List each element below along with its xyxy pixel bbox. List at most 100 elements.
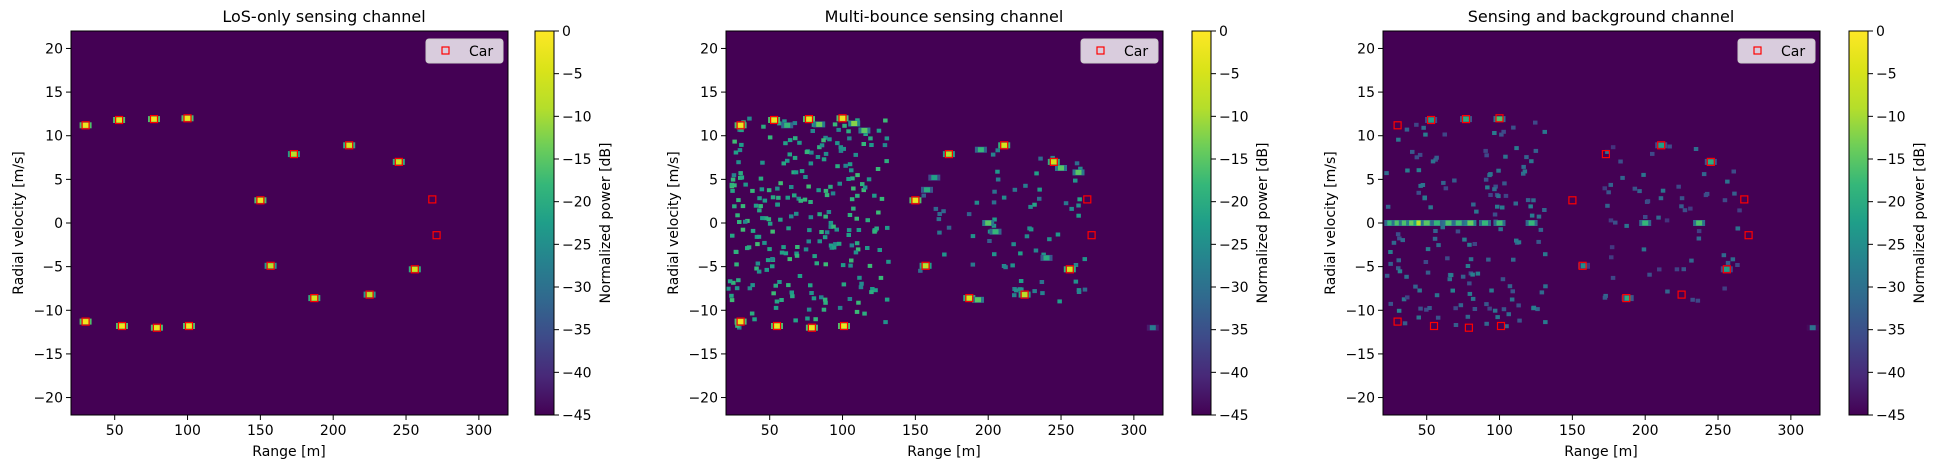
clutter-cell <box>1441 180 1446 185</box>
clutter-cell <box>765 258 771 263</box>
clutter-cell <box>1024 234 1030 239</box>
clutter-cell <box>733 249 739 254</box>
y-tick-label: −5 <box>1354 260 1375 276</box>
clutter-cell <box>808 215 814 220</box>
peak-cell <box>737 319 744 325</box>
clutter-cell <box>873 288 878 293</box>
clutter-cell <box>760 216 765 221</box>
x-tick-label: 250 <box>1705 423 1732 439</box>
colorbar-tick-label: −45 <box>1876 408 1906 424</box>
colorbar-tick-label: 0 <box>1219 24 1228 40</box>
legend: Car <box>425 38 504 64</box>
peak-cell <box>257 197 264 203</box>
car-marker <box>1495 114 1504 123</box>
clutter-cell <box>937 212 942 216</box>
car-marker <box>838 114 847 123</box>
car-marker <box>1622 294 1631 303</box>
clutter-cell <box>1682 208 1688 213</box>
peak-cell <box>1058 165 1064 171</box>
clutter-cell <box>1453 306 1458 311</box>
colorbar-tick-label: −25 <box>562 237 592 253</box>
clutter-cell <box>738 171 743 176</box>
clutter-cell <box>823 135 828 140</box>
clutter-cell <box>886 259 891 264</box>
colorbar-ticks: 0 −5 −10 −15 −20 −25 −30 −35 −40 −45 <box>1868 24 1906 424</box>
y-tick-label: 0 <box>709 216 718 232</box>
legend-car-marker <box>1753 46 1762 55</box>
clutter-cell <box>847 213 853 217</box>
car-marker <box>183 114 192 123</box>
peak-cell <box>1581 263 1587 269</box>
car-marker <box>432 231 441 240</box>
y-tick-label: 5 <box>54 172 63 188</box>
clutter-cell <box>1011 242 1016 247</box>
car-marker <box>1393 121 1402 130</box>
clutter-cell <box>779 250 785 255</box>
clutter-cell <box>762 198 768 203</box>
clutter-cell <box>992 252 997 257</box>
car-marker <box>394 157 403 166</box>
clutter-cell <box>834 227 839 232</box>
car-marker <box>114 115 124 125</box>
subplot-multi-bounce: Multi-bounce sensing channel 50 100 150 200… <box>666 7 1271 460</box>
x-axis-label: Range [m] <box>252 444 325 460</box>
y-tick-label: 0 <box>54 216 63 232</box>
clutter-cell <box>740 204 746 209</box>
clutter-cell <box>863 132 868 136</box>
clutter-cell <box>1421 125 1426 130</box>
clutter-cell <box>831 245 837 250</box>
peak-cell <box>82 122 89 128</box>
clutter-cell <box>1433 229 1438 233</box>
clutter-cell <box>1428 205 1433 210</box>
chart-title: Multi-bounce sensing channel <box>825 7 1064 26</box>
clutter-cell <box>1073 178 1078 183</box>
clutter-cell <box>1063 201 1069 206</box>
clutter-cell <box>855 247 861 252</box>
clutter-cell <box>757 196 762 201</box>
car-marker <box>1087 231 1096 240</box>
clutter-cell <box>730 233 735 238</box>
clutter-cell <box>849 197 855 202</box>
clutter-cell <box>811 296 817 301</box>
clutter-cell <box>1514 146 1519 151</box>
clutter-cell <box>1396 308 1402 313</box>
y-axis-label: Radial velocity [m/s] <box>11 151 27 294</box>
clutter-cell <box>1430 159 1436 164</box>
clutter-cell <box>735 213 740 218</box>
clutter-cell <box>766 188 772 193</box>
colorbar-tick-label: −35 <box>1219 323 1249 339</box>
clutter-cell <box>737 148 743 153</box>
y-tick-label: −10 <box>1345 303 1375 319</box>
clutter-cell <box>739 142 744 147</box>
clutter-cell <box>762 240 767 245</box>
clutter-cell <box>1484 302 1489 307</box>
clutter-cell <box>1384 171 1389 176</box>
subplot-los-only: LoS-only sensing channel 50 100 150 200 250 3… <box>11 7 614 460</box>
clutter-cell <box>816 188 821 193</box>
y-tick-label: 15 <box>700 85 718 101</box>
y-tick-label: 15 <box>45 85 63 101</box>
clutter-cell <box>1467 242 1472 247</box>
clutter-cell <box>1525 198 1531 203</box>
legend-box <box>425 38 504 64</box>
clutter-cell <box>1609 245 1615 250</box>
car-marker <box>428 195 437 204</box>
clutter-cell <box>1484 153 1489 158</box>
clutter-cell <box>1038 156 1043 161</box>
clutter-cell <box>743 219 748 224</box>
peak-cell <box>1707 159 1714 165</box>
clutter-cell <box>1443 186 1449 191</box>
clutter-cell <box>995 177 1001 182</box>
clutter-cell <box>736 198 741 203</box>
clutter-cell <box>790 294 795 299</box>
clutter-cell <box>847 297 853 301</box>
clutter-cell <box>781 245 786 250</box>
clutter-cell <box>776 195 781 200</box>
x-tick-label: 200 <box>320 423 347 439</box>
x-tick-label: 250 <box>1048 423 1075 439</box>
clutter-cell <box>1731 169 1736 174</box>
clutter-cell <box>823 151 829 156</box>
peak-cell <box>82 319 89 325</box>
clutter-cell <box>740 227 746 232</box>
clutter-cell <box>1529 213 1535 218</box>
